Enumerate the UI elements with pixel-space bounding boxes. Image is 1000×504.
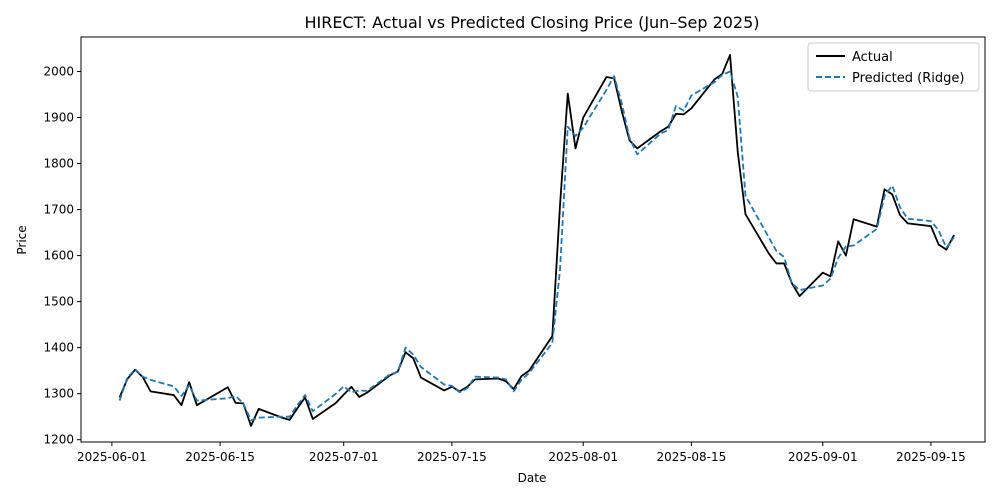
axes-frame [80,36,986,443]
y-tick-label: 1900 [43,111,74,125]
x-tick-label: 2025-08-01 [548,450,618,464]
legend-label-actual: Actual [852,50,893,65]
y-tick-label: 1300 [43,387,74,401]
x-tick-label: 2025-09-01 [788,450,858,464]
x-tick-label: 2025-08-15 [657,450,727,464]
x-axis: 2025-06-01 2025-06-15 2025-07-01 2025-07-15… [77,442,966,464]
y-axis: 1200 1300 1400 1500 1600 1700 1800 1900 2000 [43,65,81,447]
x-axis-label: Date [518,471,547,485]
x-tick-label: 2025-09-15 [896,450,966,464]
chart-title: HIRECT: Actual vs Predicted Closing Pric… [304,13,759,32]
x-tick-label: 2025-06-01 [77,450,147,464]
plot-area [80,36,986,443]
legend-frame [807,42,980,92]
y-tick-label: 1200 [43,433,74,447]
series-line-actual [118,54,955,427]
y-tick-label: 1500 [43,295,74,309]
legend-label-predicted: Predicted (Ridge) [852,71,964,86]
y-tick-label: 2000 [43,65,74,79]
x-tick-label: 2025-06-15 [185,450,255,464]
y-tick-label: 1800 [43,157,74,171]
x-tick-label: 2025-07-01 [309,450,379,464]
y-tick-label: 1700 [43,203,74,217]
legend: Actual Predicted (Ridge) [807,42,980,92]
x-tick-label: 2025-07-15 [417,450,487,464]
y-tick-label: 1400 [43,341,74,355]
y-axis-label: Price [15,225,29,254]
y-tick-label: 1600 [43,249,74,263]
